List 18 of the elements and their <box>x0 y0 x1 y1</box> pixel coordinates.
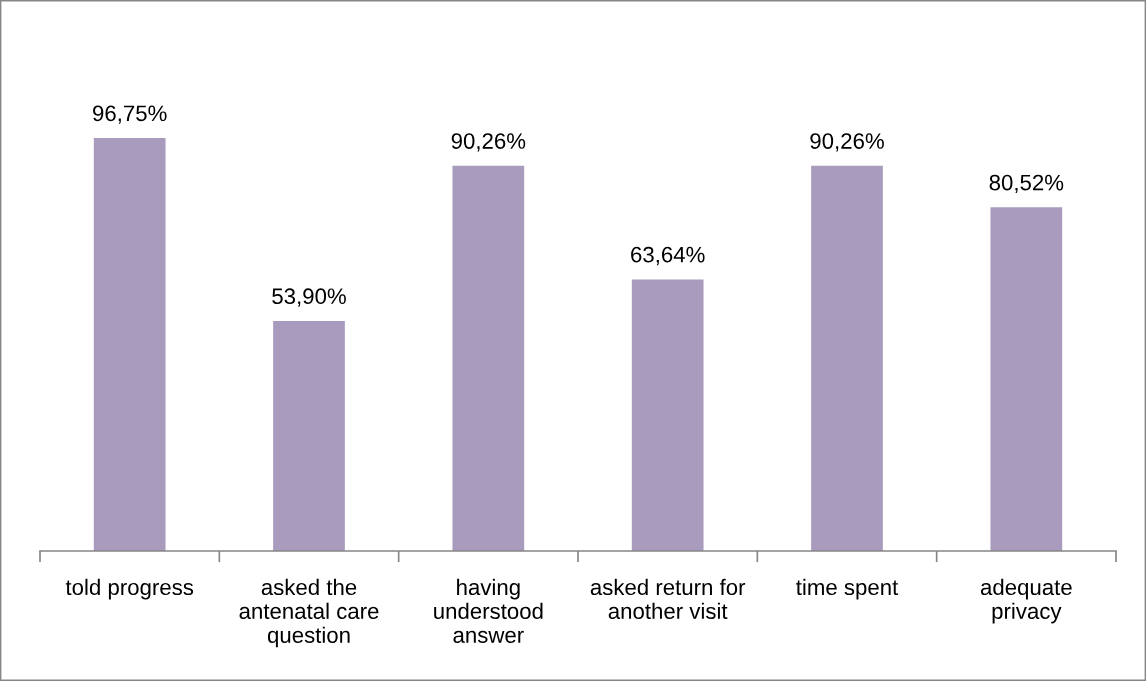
data-label: 80,52% <box>989 174 1064 194</box>
x-tick-label: asked return for another visit <box>590 578 746 620</box>
data-label: 90,26% <box>810 133 884 152</box>
bar <box>811 165 883 551</box>
bar <box>990 207 1063 551</box>
data-label: 63,64% <box>631 246 705 266</box>
x-tick-label: having understood answer <box>434 578 543 643</box>
bar <box>631 279 704 551</box>
data-label: 90,26% <box>451 133 526 152</box>
bar <box>93 138 166 551</box>
data-label: 96,75% <box>93 105 167 124</box>
data-label: 53,90% <box>272 288 346 307</box>
x-tick-label: time spent <box>796 578 899 600</box>
x-tick-label: told progress <box>65 578 194 600</box>
bar <box>273 320 345 551</box>
x-tick-label: asked the antenatal care question <box>239 578 379 648</box>
x-tick-label: adequate privacy <box>980 578 1072 624</box>
bar <box>452 165 525 551</box>
